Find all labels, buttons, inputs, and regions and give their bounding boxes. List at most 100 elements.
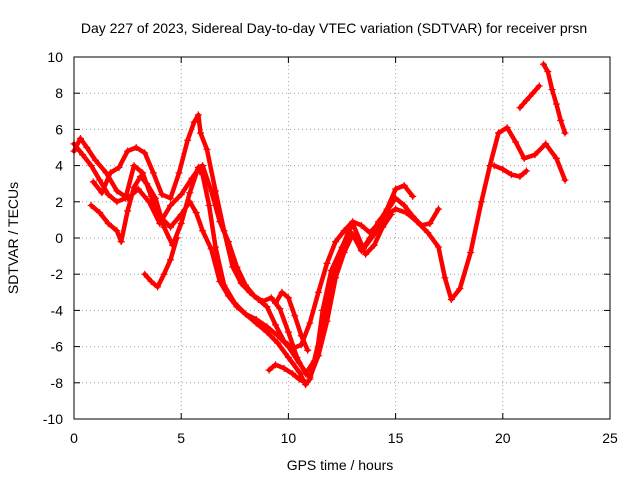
- series-line: [142, 235, 180, 290]
- data-point: [91, 156, 99, 164]
- data-point: [121, 194, 129, 202]
- data-point: [280, 337, 288, 345]
- data-point: [522, 167, 530, 175]
- data-point: [522, 96, 530, 104]
- data-point: [166, 256, 174, 264]
- data-point: [548, 86, 556, 94]
- data-point: [387, 210, 395, 218]
- data-point: [490, 162, 498, 170]
- x-tick-label: 0: [70, 430, 78, 446]
- data-point: [160, 270, 168, 278]
- data-point: [409, 192, 417, 200]
- data-point: [254, 296, 262, 304]
- data-point: [503, 124, 511, 132]
- data-point: [284, 353, 292, 361]
- data-point: [113, 198, 121, 206]
- series-track-10: [540, 60, 569, 137]
- data-point: [104, 220, 112, 228]
- data-point: [304, 346, 312, 354]
- data-point: [267, 294, 275, 302]
- data-point: [310, 357, 318, 365]
- data-point: [141, 149, 149, 157]
- series-track-6: [265, 361, 310, 387]
- data-point: [540, 60, 548, 68]
- data-point: [297, 332, 305, 340]
- data-point: [158, 191, 166, 199]
- data-point: [136, 172, 144, 180]
- data-point: [424, 229, 432, 237]
- data-point: [400, 182, 408, 190]
- data-point: [353, 234, 361, 242]
- data-point: [199, 227, 207, 235]
- data-point: [117, 238, 125, 246]
- data-point: [434, 205, 442, 213]
- data-point: [132, 144, 140, 151]
- data-point: [207, 245, 215, 253]
- y-tick-label: -4: [51, 302, 64, 318]
- data-point: [306, 373, 314, 381]
- data-point: [113, 227, 121, 235]
- data-point: [552, 154, 560, 162]
- data-point: [205, 201, 213, 209]
- series-line: [273, 290, 310, 353]
- x-tick-label: 25: [602, 430, 618, 446]
- data-point: [561, 129, 569, 137]
- data-point: [212, 243, 220, 251]
- y-tick-label: 10: [47, 49, 63, 65]
- data-point: [383, 205, 391, 213]
- data-point: [516, 104, 524, 112]
- series-track-9: [516, 82, 543, 112]
- data-point: [89, 178, 97, 186]
- tick-labels: 0 5 10 15 20 25 -10 -8 -6 -4 -2 0 2 4 6 8 10: [43, 49, 618, 446]
- data-point: [302, 370, 310, 378]
- series-line: [517, 83, 542, 110]
- data-point: [441, 274, 449, 282]
- data-point: [276, 305, 284, 313]
- series-track-7: [272, 288, 312, 354]
- data-point: [507, 171, 515, 179]
- y-tick-label: 6: [55, 121, 63, 137]
- data-point: [229, 263, 237, 271]
- data-point: [392, 205, 400, 213]
- data-point: [392, 185, 400, 193]
- series-track-5: [141, 234, 181, 291]
- data-point: [192, 209, 200, 217]
- data-point: [291, 312, 299, 320]
- data-point: [242, 310, 250, 318]
- data-point: [544, 67, 552, 75]
- data-point: [284, 328, 292, 336]
- chart-title: Day 227 of 2023, Sidereal Day-to-day VTE…: [81, 20, 587, 36]
- y-tick-label: -10: [43, 411, 63, 427]
- x-tick-label: 5: [177, 430, 185, 446]
- data-point: [477, 198, 485, 206]
- data-point: [87, 162, 95, 170]
- data-point: [160, 223, 168, 231]
- data-point: [177, 191, 185, 199]
- data-point: [147, 277, 155, 285]
- data-point: [289, 370, 297, 378]
- data-point: [379, 223, 387, 231]
- data-point: [166, 194, 174, 202]
- y-tick-label: -8: [51, 375, 64, 391]
- data-point: [417, 221, 425, 229]
- data-point: [196, 129, 204, 137]
- data-point: [263, 323, 271, 331]
- data-point: [87, 201, 95, 209]
- data-point: [141, 270, 149, 278]
- data-point: [166, 201, 174, 209]
- data-point: [332, 238, 340, 246]
- data-point: [124, 207, 132, 215]
- data-point: [186, 189, 194, 197]
- data-point: [529, 89, 537, 97]
- x-tick-label: 20: [495, 430, 511, 446]
- series-line: [88, 163, 394, 377]
- y-tick-label: 0: [55, 230, 63, 246]
- data-point: [139, 169, 147, 177]
- series-line: [266, 362, 308, 386]
- data-point: [233, 303, 241, 311]
- data-point: [194, 111, 202, 119]
- data-point: [246, 288, 254, 296]
- data-point: [134, 185, 142, 193]
- data-point: [272, 321, 280, 329]
- data-point: [272, 361, 280, 369]
